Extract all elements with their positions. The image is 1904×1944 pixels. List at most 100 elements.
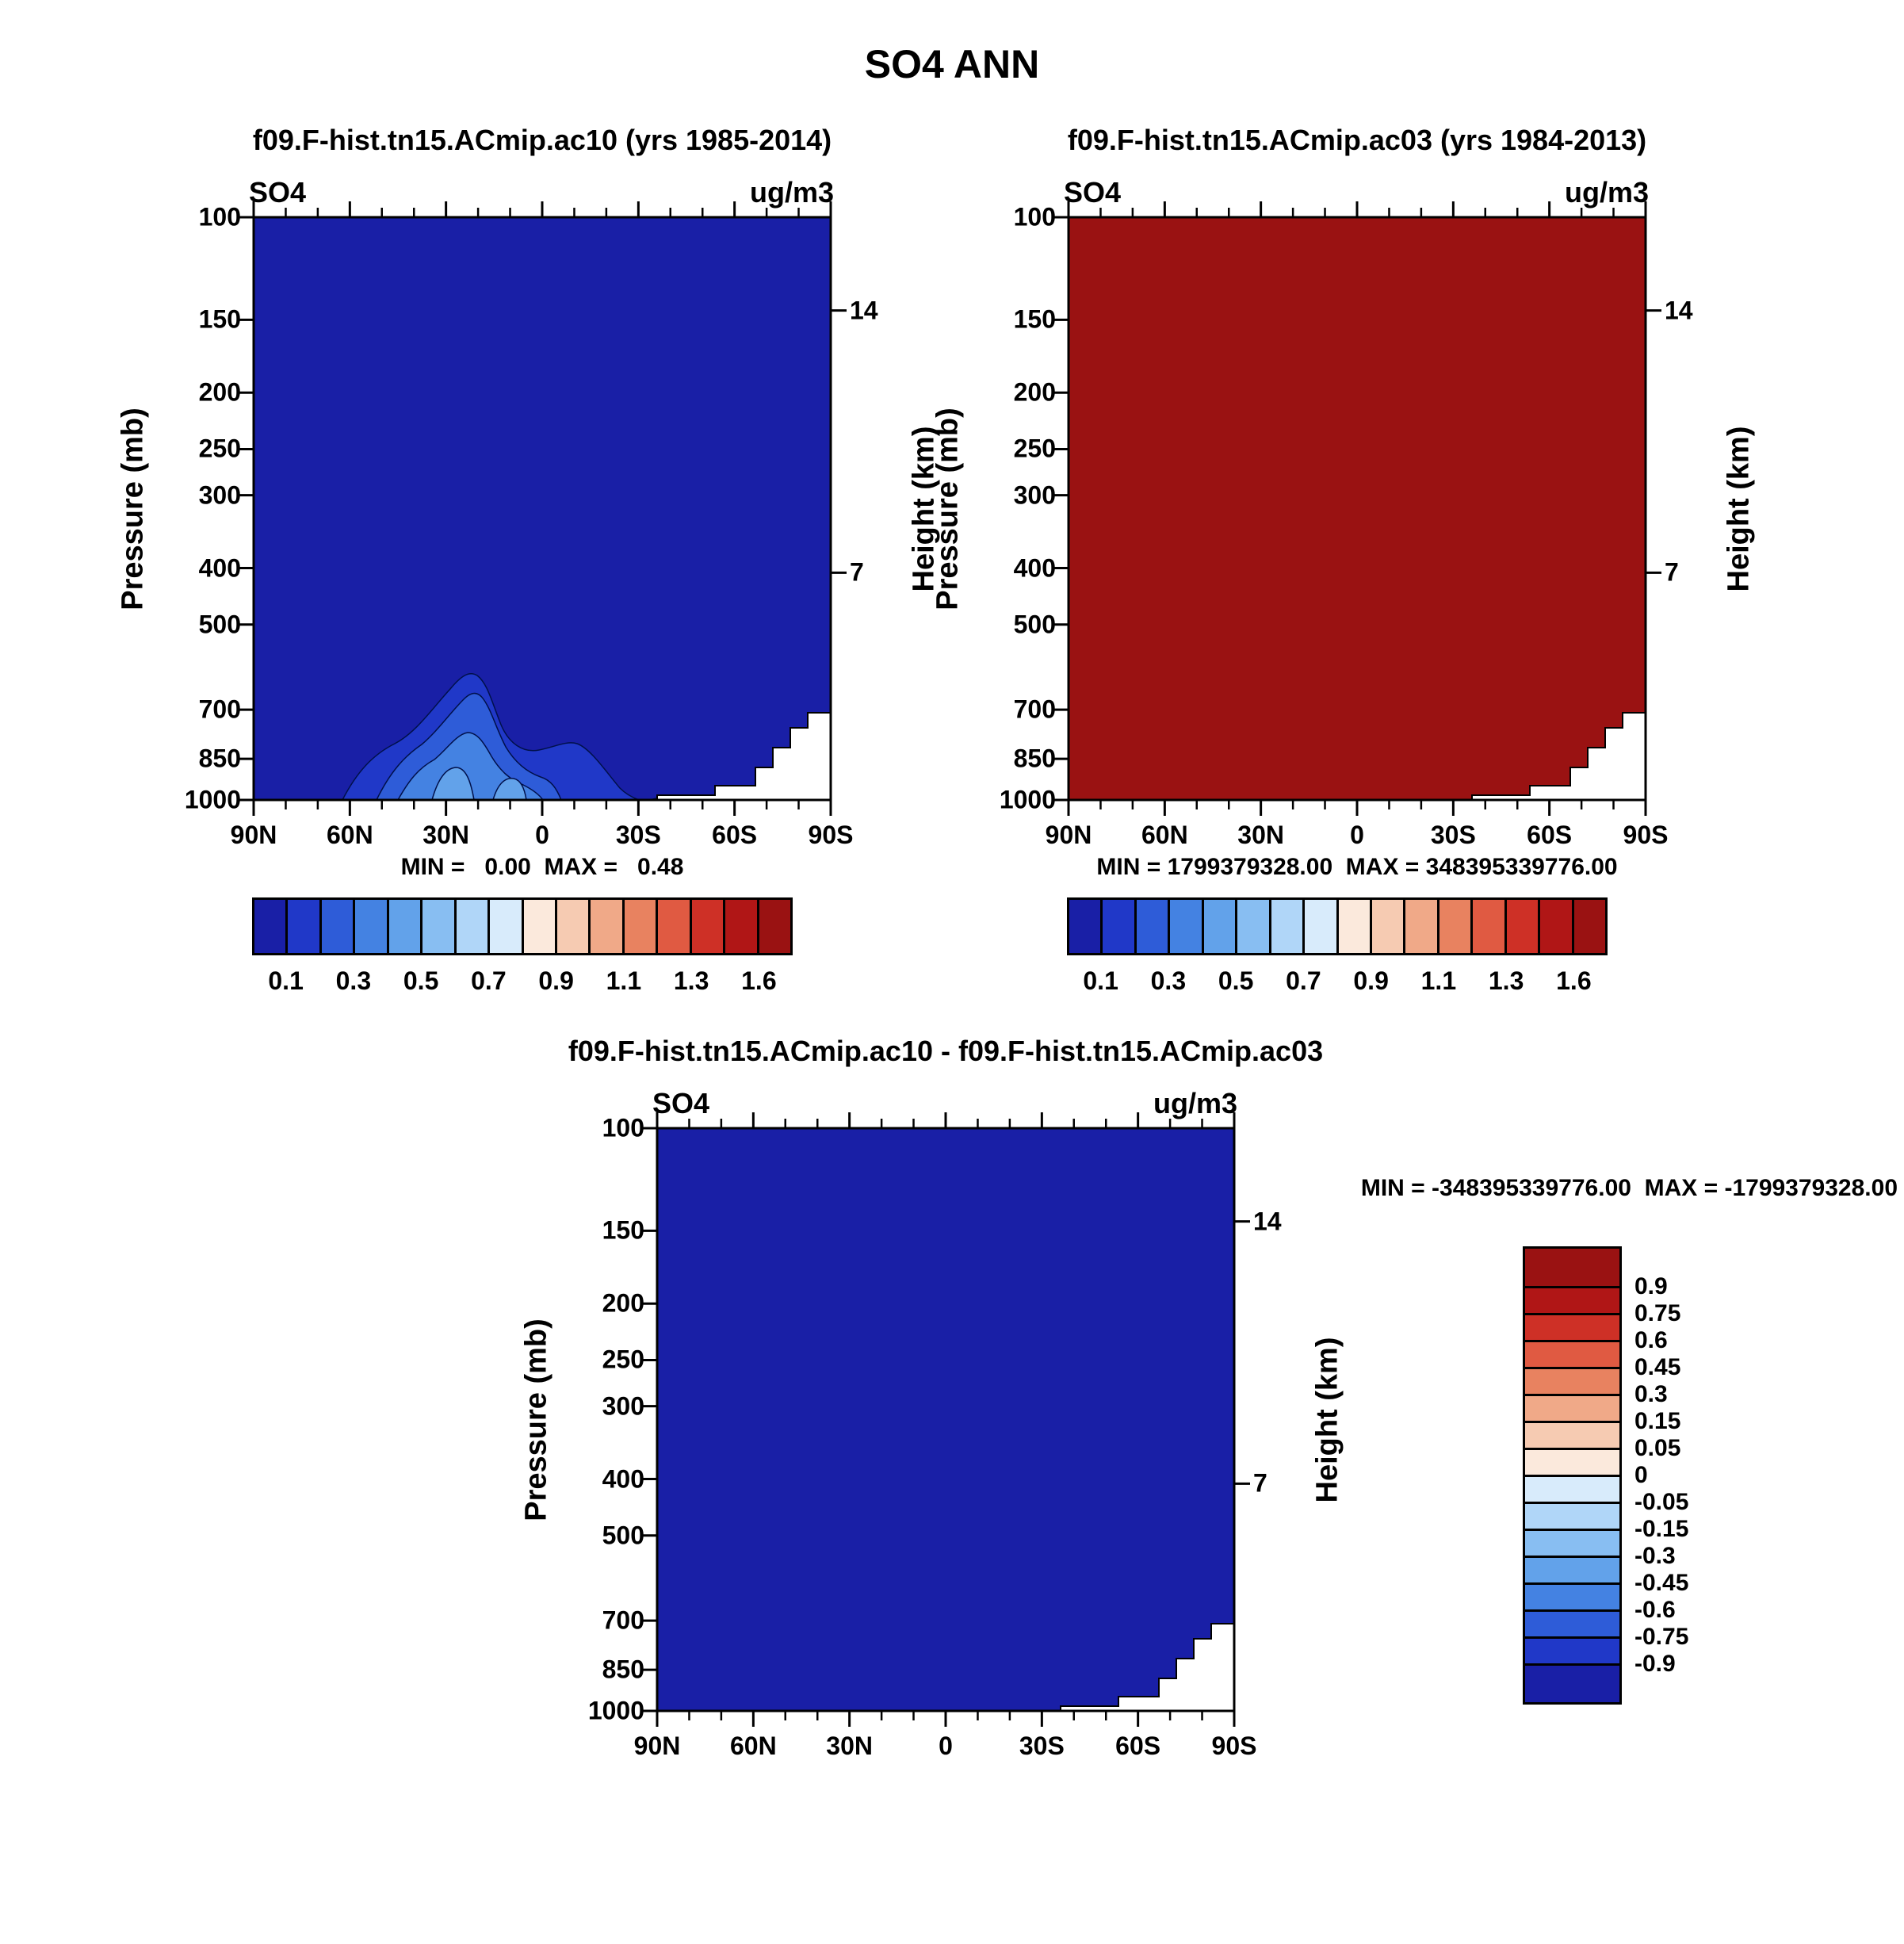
colorbar: 0.1 0.3 0.5 0.7 0.9 1.1 1.3 1.6	[1067, 897, 1608, 995]
diff-colorbar-cell	[1525, 1422, 1619, 1450]
height-tick-label: 7	[1253, 1468, 1267, 1498]
pressure-axis-title: Pressure (mb)	[519, 1318, 553, 1521]
diff-colorbar-cell	[1525, 1530, 1619, 1558]
field-label: SO4	[1064, 176, 1122, 209]
pressure-tick-label: 1000	[184, 785, 241, 814]
colorbar-tick-label: 1.3	[673, 966, 709, 995]
pressure-tick-label: 100	[1013, 202, 1056, 232]
latitude-tick-label: 0	[939, 1732, 953, 1760]
pressure-tick-label: 150	[602, 1215, 644, 1245]
latitude-tick-label: 90S	[1211, 1732, 1257, 1760]
diff-colorbar-cell	[1525, 1476, 1619, 1504]
plot-border	[1067, 216, 1647, 802]
latitude-tick-label: 90S	[808, 821, 854, 849]
diff-colorbar-tick-label: 0.9	[1634, 1273, 1668, 1299]
colorbar-cells	[252, 897, 793, 955]
colorbar-cell	[422, 900, 457, 953]
diff-colorbar-tick-label: 0.6	[1634, 1327, 1668, 1353]
diff-colorbar-tick-label: -0.6	[1634, 1597, 1676, 1623]
latitude-tick-label: 60N	[729, 1732, 777, 1760]
pressure-tick-label: 250	[198, 434, 241, 463]
colorbar-tick-label: 1.1	[606, 966, 642, 995]
diff-colorbar-cell	[1525, 1584, 1619, 1612]
diff-colorbar-tick-label: 0.05	[1634, 1434, 1681, 1461]
latitude-tick-label: 90N	[230, 821, 277, 849]
latitude-tick-label: 60N	[1141, 821, 1188, 849]
diff-colorbar-cell	[1525, 1368, 1619, 1396]
contour-plot	[1053, 201, 1661, 816]
latitude-tick-label: 90N	[633, 1732, 681, 1760]
colorbar-tick-label: 0.1	[1083, 966, 1118, 995]
pressure-tick-label: 400	[198, 553, 241, 583]
latitude-tick-label: 30S	[1019, 1732, 1065, 1760]
contour-level-4	[492, 777, 527, 801]
colorbar-cell	[725, 900, 759, 953]
units-label: ug/m3	[749, 176, 834, 209]
colorbar-tick-label: 1.1	[1420, 966, 1457, 995]
colorbar-tick-label: 0.3	[335, 966, 372, 995]
latitude-tick-label: 30N	[826, 1732, 873, 1760]
pressure-tick-label: 300	[1013, 480, 1056, 510]
panel-difference: f09.F-hist.tn15.ACmip.ac10 - f09.F-hist.…	[520, 1035, 1344, 1760]
colorbar-cell	[1271, 900, 1306, 953]
height-tick-label: 14	[850, 296, 878, 325]
field-label: SO4	[652, 1087, 710, 1119]
pressure-tick-label: 700	[1013, 695, 1056, 724]
pressure-tick-label: 250	[1013, 434, 1056, 463]
latitude-tick-label: 0	[1350, 821, 1364, 849]
colorbar-cell	[1506, 900, 1541, 953]
latitude-tick-label: 30N	[422, 821, 469, 849]
diff-colorbar-tick-label: 0	[1634, 1462, 1648, 1488]
pressure-axis-title: Pressure (mb)	[931, 407, 965, 610]
height-axis-title: Height (km)	[1722, 426, 1756, 591]
colorbar-cell	[1103, 900, 1137, 953]
colorbar-cell	[1439, 900, 1474, 953]
colorbar-tick-label: 0.5	[1218, 966, 1254, 995]
colorbar-cell	[321, 900, 356, 953]
pressure-tick-label: 500	[602, 1521, 644, 1550]
panel-title: f09.F-hist.tn15.ACmip.ac10 (yrs 1985-201…	[252, 124, 832, 156]
terrain-mask	[1060, 1623, 1235, 1712]
pressure-tick-label: 250	[602, 1345, 644, 1374]
panel-title: f09.F-hist.tn15.ACmip.ac03 (yrs 1984-201…	[1067, 124, 1647, 156]
pressure-tick-label: 700	[602, 1605, 644, 1635]
colorbar-tick-label: 0.5	[403, 966, 439, 995]
height-tick-label: 14	[1253, 1207, 1282, 1236]
diff-colorbar-cell	[1525, 1449, 1619, 1477]
diff-colorbar-cell	[1525, 1395, 1619, 1423]
diff-minmax-stats: MIN = -348395339776.00 MAX = -1799379328…	[1360, 1175, 1898, 1201]
pressure-tick-label: 150	[198, 304, 241, 334]
diff-colorbar-tick-label: -0.75	[1634, 1624, 1689, 1650]
diff-colorbar-tick-label: -0.3	[1634, 1543, 1676, 1569]
height-tick-label: 7	[850, 557, 864, 587]
colorbar-cell	[1473, 900, 1507, 953]
colorbar-tick-label: 1.3	[1488, 966, 1524, 995]
diff-colorbar-tick-label: -0.9	[1634, 1651, 1676, 1677]
panel-title: f09.F-hist.tn15.ACmip.ac10 - f09.F-hist.…	[568, 1035, 1324, 1067]
pressure-tick-label: 200	[602, 1288, 644, 1318]
terrain-mask	[1471, 712, 1646, 801]
colorbar-cell	[691, 900, 726, 953]
diff-colorbar-cell	[1525, 1288, 1619, 1315]
pressure-tick-label: 1000	[999, 785, 1056, 814]
height-tick-label: 7	[1665, 557, 1679, 587]
colorbar-cell	[388, 900, 423, 953]
colorbar-cells	[1067, 897, 1608, 955]
latitude-tick-label: 30S	[1430, 821, 1476, 849]
pressure-tick-label: 850	[1013, 744, 1056, 773]
diff-colorbar-cell	[1525, 1557, 1619, 1585]
latitude-tick-label: 30S	[615, 821, 661, 849]
latitude-tick-label: 0	[535, 821, 549, 849]
diff-colorbar-cell	[1525, 1638, 1619, 1666]
colorbar-cell	[355, 900, 389, 953]
minmax-stats: MIN = 0.00 MAX = 0.48	[400, 854, 684, 880]
pressure-tick-label: 400	[1013, 553, 1056, 583]
colorbar-cell	[759, 900, 790, 953]
pressure-tick-label: 150	[1013, 304, 1056, 334]
colorbar-cell	[1405, 900, 1439, 953]
pressure-tick-label: 700	[198, 695, 241, 724]
panel-case-ac03: f09.F-hist.tn15.ACmip.ac03 (yrs 1984-201…	[931, 124, 1756, 995]
latitude-tick-label: 60S	[1527, 821, 1573, 849]
latitude-tick-label: 60S	[1115, 1732, 1161, 1760]
